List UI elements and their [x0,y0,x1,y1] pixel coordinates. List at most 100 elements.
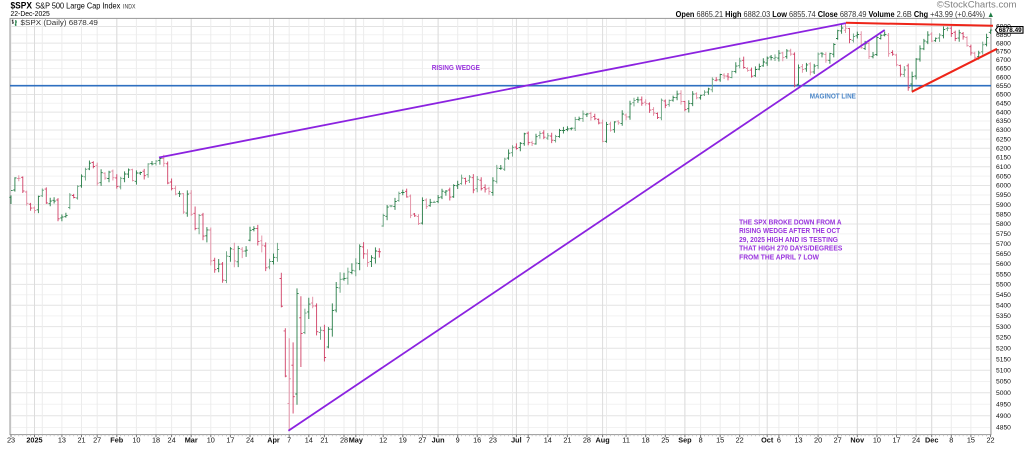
svg-text:©StockCharts.com: ©StockCharts.com [937,0,1017,9]
svg-text:8: 8 [699,436,703,445]
svg-text:5250: 5250 [996,335,1011,342]
svg-text:23: 23 [7,436,15,445]
svg-text:May: May [349,436,364,445]
svg-text:20: 20 [814,436,822,445]
svg-text:15: 15 [716,436,724,445]
svg-text:6200: 6200 [996,145,1011,152]
svg-text:6650: 6650 [996,66,1011,73]
svg-text:21: 21 [320,436,328,445]
svg-text:Sep: Sep [678,436,692,445]
svg-text:25: 25 [661,436,669,445]
svg-text:13: 13 [58,436,66,445]
svg-text:5500: 5500 [996,282,1011,289]
svg-text:S&P 500 Large Cap Index: S&P 500 Large Cap Index [35,2,120,11]
svg-text:5600: 5600 [996,261,1011,268]
svg-text:5400: 5400 [996,303,1011,310]
svg-text:10: 10 [873,436,881,445]
svg-text:FROM THE APRIL 7 LOW: FROM THE APRIL 7 LOW [739,252,819,261]
svg-text:Apr: Apr [267,436,280,445]
svg-text:6100: 6100 [996,164,1011,171]
svg-text:5050: 5050 [996,379,1011,386]
svg-text:29, 2025 HIGH AND IS TESTING: 29, 2025 HIGH AND IS TESTING [739,235,838,244]
svg-text:THAT HIGH 270 DAYS/DEGREES: THAT HIGH 270 DAYS/DEGREES [739,244,842,253]
svg-text:Aug: Aug [596,436,610,445]
svg-text:28: 28 [340,436,348,445]
svg-text:23: 23 [489,436,497,445]
svg-text:5550: 5550 [996,271,1011,278]
svg-text:4950: 4950 [996,402,1011,409]
svg-text:Jul: Jul [511,436,522,445]
svg-text:5300: 5300 [996,324,1011,331]
svg-text:RISING WEDGE AFTER THE OCT: RISING WEDGE AFTER THE OCT [739,226,841,235]
svg-text:15: 15 [967,436,975,445]
svg-text:17: 17 [892,436,900,445]
svg-text:18: 18 [152,436,160,445]
svg-text:6: 6 [777,436,781,445]
svg-text:7: 7 [526,436,530,445]
svg-text:14: 14 [544,436,552,445]
svg-text:5750: 5750 [996,231,1011,238]
svg-text:24: 24 [912,436,920,445]
svg-text:5100: 5100 [996,368,1011,375]
svg-text:19: 19 [399,436,407,445]
svg-text:5350: 5350 [996,313,1011,320]
svg-text:22: 22 [736,436,744,445]
svg-text:5800: 5800 [996,221,1011,228]
svg-text:6750: 6750 [996,49,1011,56]
svg-text:Dec: Dec [925,436,938,445]
svg-text:Mar: Mar [185,436,198,445]
svg-text:9: 9 [456,436,460,445]
svg-text:13: 13 [794,436,802,445]
svg-text:6550: 6550 [996,83,1011,90]
svg-text:4850: 4850 [996,425,1011,432]
svg-text:Oct: Oct [761,436,774,445]
svg-text:14: 14 [305,436,313,445]
svg-text:6250: 6250 [996,136,1011,143]
svg-text:7: 7 [287,436,291,445]
svg-text:6800: 6800 [996,40,1011,47]
svg-text:18: 18 [642,436,650,445]
svg-text:5200: 5200 [996,345,1011,352]
svg-text:$SPX (Daily) 6878.49: $SPX (Daily) 6878.49 [21,18,98,27]
svg-text:22-Dec-2025: 22-Dec-2025 [11,9,50,18]
svg-text:6050: 6050 [996,173,1011,180]
svg-text:5000: 5000 [996,390,1011,397]
svg-text:11: 11 [622,436,630,445]
svg-text:THE SPX BROKE DOWN FROM A: THE SPX BROKE DOWN FROM A [739,217,842,226]
svg-text:6850: 6850 [996,32,1011,39]
svg-text:6500: 6500 [996,92,1011,99]
svg-text:24: 24 [246,436,254,445]
svg-text:5650: 5650 [996,251,1011,258]
svg-text:21: 21 [77,436,85,445]
svg-text:16: 16 [473,436,481,445]
svg-text:Feb: Feb [110,436,124,445]
svg-text:5150: 5150 [996,356,1011,363]
svg-text:5950: 5950 [996,192,1011,199]
svg-text:6350: 6350 [996,118,1011,125]
svg-text:17: 17 [226,436,234,445]
svg-text:MAGINOT LINE: MAGINOT LINE [810,92,856,101]
svg-text:6300: 6300 [996,127,1011,134]
svg-text:INDX: INDX [123,3,136,10]
svg-text:6700: 6700 [996,57,1011,64]
svg-text:10: 10 [207,436,215,445]
svg-text:Open 6865.21 High 6882.03 Low: Open 6865.21 High 6882.03 Low 6855.74 Cl… [676,10,995,19]
svg-text:24: 24 [168,436,176,445]
svg-text:6450: 6450 [996,100,1011,107]
svg-text:5450: 5450 [996,292,1011,299]
svg-text:5850: 5850 [996,212,1011,219]
svg-text:21: 21 [563,436,571,445]
svg-text:5900: 5900 [996,202,1011,209]
svg-text:22: 22 [986,436,994,445]
svg-text:4900: 4900 [996,413,1011,420]
svg-text:28: 28 [583,436,591,445]
svg-text:5700: 5700 [996,241,1011,248]
svg-text:RISING WEDGE: RISING WEDGE [432,63,480,72]
svg-text:27: 27 [418,436,426,445]
svg-text:27: 27 [834,436,842,445]
svg-text:6600: 6600 [996,74,1011,81]
svg-text:6000: 6000 [996,183,1011,190]
svg-text:Jun: Jun [432,436,445,445]
svg-text:6878.49: 6878.49 [999,27,1022,34]
svg-text:27: 27 [93,436,101,445]
